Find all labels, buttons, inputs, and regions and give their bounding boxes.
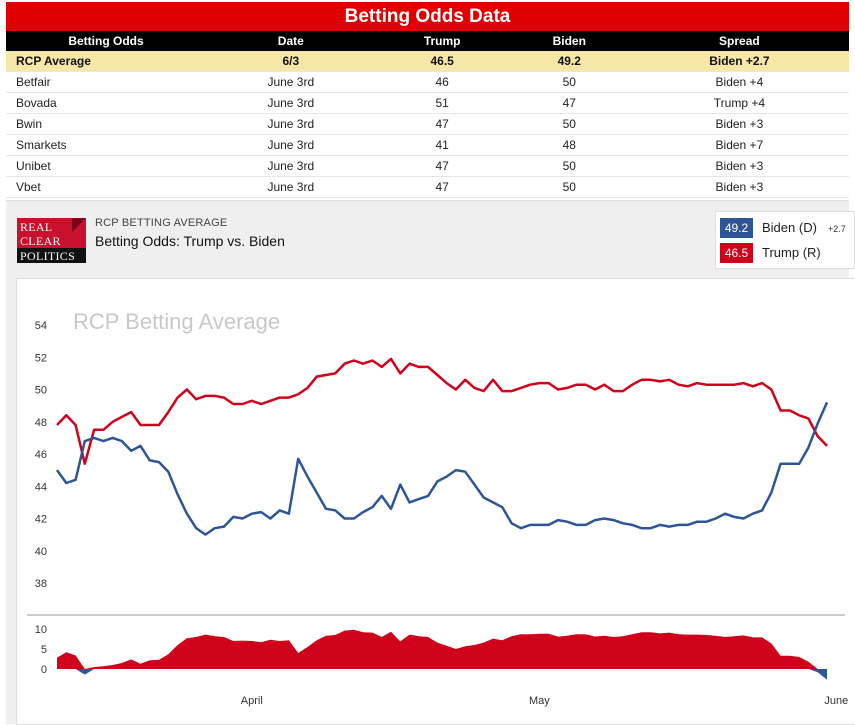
legend-item-biden[interactable]: 49.2 Biden (D) +2.7 [720,218,846,238]
column-header[interactable]: Date [206,31,376,51]
cell-date: 6/3 [206,51,376,72]
cell-date: June 3rd [206,92,376,114]
x-tick-label: April [241,695,263,707]
cell-biden: 50 [508,113,630,135]
cell-date: June 3rd [206,176,376,198]
chart-watermark: RCP Betting Average [73,309,280,334]
cell-date: June 3rd [206,71,376,93]
table-row[interactable]: RCP Average 6/3 46.5 49.2 Biden +2.7 [6,51,849,72]
cell-biden: 50 [508,155,630,177]
cell-name: Bwin [6,113,206,135]
table-row[interactable]: Bwin June 3rd 47 50 Biden +3 [6,113,849,135]
cell-date: June 3rd [206,134,376,156]
table-row[interactable]: Vbet June 3rd 47 50 Biden +3 [6,176,849,198]
cell-name: Betfair [6,71,206,93]
legend-value-trump: 46.5 [720,243,753,263]
chart-legend: 49.2 Biden (D) +2.7 46.5 Trump (R) [715,211,855,269]
cell-name: Unibet [6,155,206,177]
cell-biden: 50 [508,176,630,198]
cell-spread: Biden +7 [629,134,849,156]
cell-name: Smarkets [6,134,206,156]
cell-date: June 3rd [206,155,376,177]
legend-item-trump[interactable]: 46.5 Trump (R) [720,243,821,263]
legend-delta-biden: +2.7 [828,224,846,234]
cell-name: Vbet [6,176,206,198]
cell-trump: 47 [375,176,509,198]
column-header[interactable]: Trump [375,31,509,51]
table-row[interactable]: Bovada June 3rd 51 47 Trump +4 [6,92,849,114]
cell-spread: Trump +4 [629,92,849,114]
chart-subtitle: RCP BETTING AVERAGE [95,217,228,229]
betting-odds-table: Betting Odds Date Trump Biden Spread RCP… [6,31,849,198]
cell-trump: 51 [375,92,509,114]
x-tick-label: May [529,695,550,707]
legend-label-biden: Biden (D) [762,220,817,235]
y-tick-label: 50 [35,385,47,397]
column-header[interactable]: Spread [629,31,849,51]
rcp-logo[interactable]: REAL CLEAR POLITICS [17,218,86,263]
legend-label-trump: Trump (R) [762,245,821,260]
table-row[interactable]: Unibet June 3rd 47 50 Biden +3 [6,155,849,177]
logo-text: CLEAR [20,234,61,248]
table-row[interactable]: Smarkets June 3rd 41 48 Biden +7 [6,134,849,156]
plot-area[interactable]: RCP Betting Average 38 40 42 44 46 48 50 52 54 0 5 1… [16,278,855,725]
y-tick-label: 42 [35,514,47,526]
cell-name: Bovada [6,92,206,114]
y-tick-label: 38 [35,578,47,590]
chart-panel: REAL CLEAR POLITICS RCP BETTING AVERAGE … [6,200,855,725]
table-row[interactable]: Betfair June 3rd 46 50 Biden +4 [6,71,849,93]
cell-spread: Biden +2.7 [629,51,849,72]
spread-tick-label: 10 [35,624,47,636]
cell-trump: 47 [375,155,509,177]
series-line-biden [55,401,829,536]
column-header[interactable]: Biden [508,31,630,51]
cell-biden: 50 [508,71,630,93]
chart-title: Betting Odds: Trump vs. Biden [95,233,285,249]
y-tick-label: 46 [35,449,47,461]
cell-spread: Biden +3 [629,113,849,135]
cell-spread: Biden +3 [629,176,849,198]
series-line-trump [56,357,828,465]
cell-trump: 47 [375,113,509,135]
logo-text: POLITICS [20,249,76,263]
spread-area-biden [57,669,827,680]
line-chart[interactable]: RCP Betting Average 38 40 42 44 46 48 50 52 54 0 5 1… [17,279,855,724]
cell-spread: Biden +3 [629,155,849,177]
legend-value-biden: 49.2 [720,218,753,238]
y-tick-label: 54 [35,320,47,332]
cell-trump: 46 [375,71,509,93]
cell-trump: 46.5 [375,51,509,72]
cell-biden: 48 [508,134,630,156]
spread-tick-label: 0 [41,664,47,676]
cell-name: RCP Average [6,51,206,72]
logo-text: REAL [20,220,53,234]
y-tick-label: 44 [35,481,47,493]
cell-trump: 41 [375,134,509,156]
spread-area-trump [57,629,827,669]
cell-spread: Biden +4 [629,71,849,93]
table-title: Betting Odds Data [6,2,849,31]
column-header[interactable]: Betting Odds [6,31,206,51]
y-tick-label: 40 [35,546,47,558]
x-tick-label: June [824,695,848,707]
cell-biden: 47 [508,92,630,114]
cell-date: June 3rd [206,113,376,135]
table-header-row: Betting Odds Date Trump Biden Spread [6,31,849,51]
spread-tick-label: 5 [41,644,47,656]
y-tick-label: 48 [35,417,47,429]
y-tick-label: 52 [35,352,47,364]
cell-biden: 49.2 [508,51,630,72]
